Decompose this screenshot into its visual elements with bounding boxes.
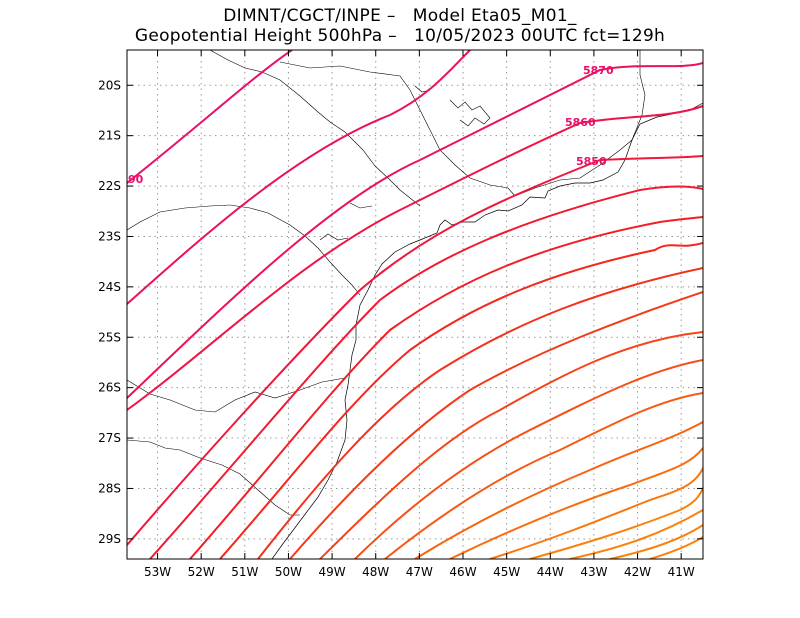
contour-line xyxy=(257,267,703,559)
lat-label: 28S xyxy=(98,481,121,495)
political-borders xyxy=(127,50,703,559)
contour-line xyxy=(449,447,703,559)
contour-line xyxy=(569,509,703,559)
lon-label: 50W xyxy=(275,565,302,579)
border-ms-pr xyxy=(209,50,421,207)
lon-label: 52W xyxy=(188,565,215,579)
lon-label: 43W xyxy=(580,565,607,579)
lat-label: 24S xyxy=(98,280,121,294)
lon-label: 41W xyxy=(668,565,695,579)
lon-label: 45W xyxy=(493,565,520,579)
lon-label: 47W xyxy=(406,565,433,579)
contour-line xyxy=(219,242,703,559)
contour-line xyxy=(189,216,703,559)
border-mg-rj xyxy=(514,139,633,197)
lakes xyxy=(319,85,491,241)
border-paraguay xyxy=(127,204,231,231)
contour-label-5890: 90 xyxy=(128,173,144,186)
lat-label: 22S xyxy=(98,179,121,193)
lon-label: 42W xyxy=(624,565,651,579)
contour-line xyxy=(384,392,703,559)
contour-line xyxy=(319,331,703,559)
contour-label-5870: 5870 xyxy=(583,64,614,77)
lat-label: 29S xyxy=(98,532,121,546)
border-mg-sp xyxy=(279,61,516,197)
border-sc-rs xyxy=(127,439,300,516)
plot-frame xyxy=(126,49,704,560)
lon-label: 48W xyxy=(362,565,389,579)
contour-line xyxy=(289,291,703,559)
chart-title-line1: DIMNT/CGCT/INPE – Model Eta05_M01_ xyxy=(223,6,577,26)
contour-line xyxy=(354,359,703,559)
contour-line xyxy=(127,50,471,305)
lon-label: 49W xyxy=(319,565,346,579)
contour-line xyxy=(609,524,703,559)
border-pr-sc xyxy=(127,377,346,413)
lat-label: 27S xyxy=(98,431,121,445)
axis-ticks xyxy=(127,50,703,559)
height-contours xyxy=(127,50,703,559)
border-sp-pr xyxy=(229,204,361,296)
lon-label: 51W xyxy=(231,565,258,579)
contour-line xyxy=(127,105,703,411)
contour-line xyxy=(649,536,703,559)
contour-labels: 5870 5860 5850 90 xyxy=(128,64,614,186)
contour-line xyxy=(529,487,703,559)
lat-label: 26S xyxy=(98,381,121,395)
contour-line xyxy=(127,155,703,546)
latitude-labels: 20S 21S 22S 23S 24S 25S 26S 27S 28S 29S xyxy=(98,78,121,546)
lat-label: 23S xyxy=(98,229,121,243)
contour-line xyxy=(414,421,703,559)
contour-line xyxy=(127,62,703,399)
contour-label-5850: 5850 xyxy=(576,155,607,168)
contour-line xyxy=(489,467,703,559)
lon-label: 53W xyxy=(144,565,171,579)
longitude-labels: 53W 52W 51W 50W 49W 48W 47W 46W 45W 44W 43W 42W 41W xyxy=(144,565,695,579)
lon-label: 46W xyxy=(449,565,476,579)
lat-label: 21S xyxy=(98,129,121,143)
lat-lon-grid xyxy=(127,50,703,559)
lat-label: 25S xyxy=(98,330,121,344)
lat-label: 20S xyxy=(98,78,121,92)
contour-label-5860: 5860 xyxy=(565,116,596,129)
lon-label: 44W xyxy=(537,565,564,579)
coastline xyxy=(271,102,703,559)
contour-line xyxy=(127,50,293,184)
contour-line xyxy=(149,185,703,559)
chart-title-line2: Geopotential Height 500hPa – 10/05/2023 … xyxy=(134,26,666,46)
